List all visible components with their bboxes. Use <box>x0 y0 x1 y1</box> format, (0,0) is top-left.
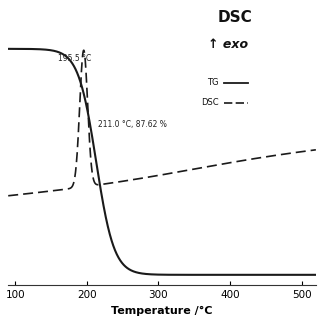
Text: DSC: DSC <box>201 98 219 107</box>
Text: 195.5 °C: 195.5 °C <box>58 54 92 63</box>
Text: TG: TG <box>207 78 218 87</box>
X-axis label: Temperature /°C: Temperature /°C <box>111 306 213 316</box>
Text: 211.0 °C, 87.62 %: 211.0 °C, 87.62 % <box>98 120 166 129</box>
Text: ↑ exo: ↑ exo <box>208 38 248 51</box>
Text: DSC: DSC <box>217 10 252 25</box>
